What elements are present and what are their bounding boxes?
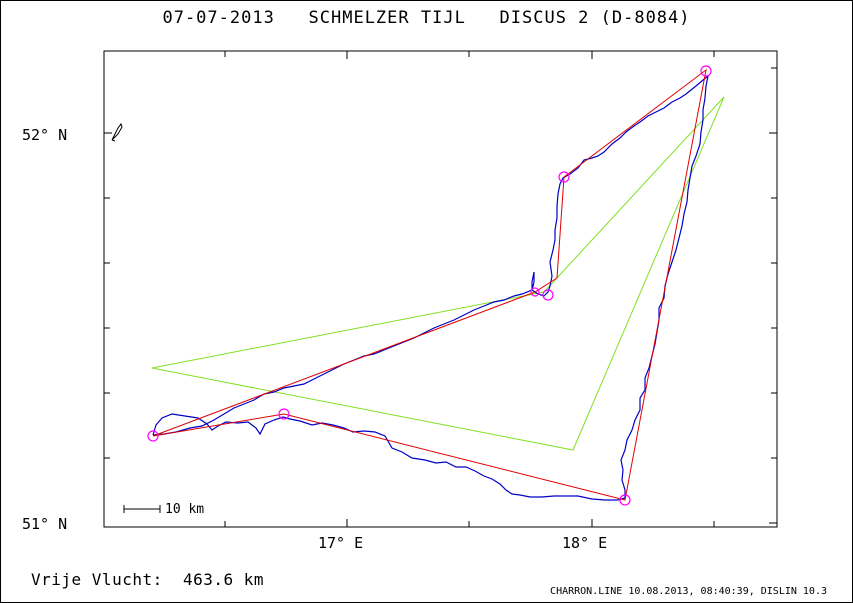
page-title: 07-07-2013 SCHMELZER TIJL DISCUS 2 (D-80…	[162, 8, 691, 28]
plot-area	[103, 50, 778, 528]
turnpoint-marker	[147, 430, 159, 442]
glider-icon	[111, 122, 123, 142]
footer-credit: CHARRON.LINE 10.08.2013, 08:40:39, DISLI…	[550, 586, 827, 597]
lon-label-18: 18° E	[562, 534, 607, 552]
turnpoint-marker	[700, 65, 712, 77]
axis-ticks	[104, 51, 777, 527]
turnpoint-marker	[619, 494, 631, 506]
turnpoint-marker	[278, 408, 290, 420]
flight-distance: Vrije Vlucht: 463.6 km	[31, 570, 265, 589]
lat-label-51: 51° N	[22, 515, 67, 533]
turnpoint-marker	[542, 289, 554, 301]
turnpoint-marker	[558, 171, 570, 183]
lon-label-17: 17° E	[318, 534, 363, 552]
lat-label-52: 52° N	[22, 126, 67, 144]
turnpoint-marker	[530, 287, 540, 297]
scale-bar-label: 10 km	[165, 502, 204, 517]
fai-triangle	[151, 96, 725, 451]
flight-track	[152, 74, 709, 501]
scale-bar	[123, 505, 161, 513]
